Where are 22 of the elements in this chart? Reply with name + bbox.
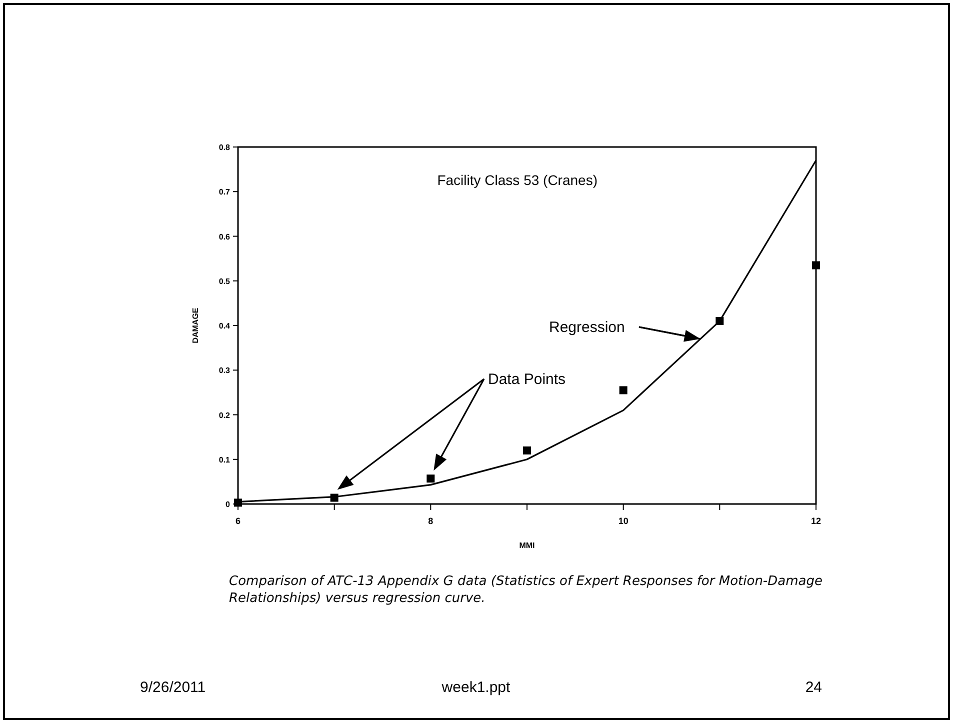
y-tick-label: 0.2 bbox=[218, 410, 231, 420]
text: week1.ppt bbox=[440, 679, 512, 696]
x-tick-label: 8 bbox=[428, 516, 434, 526]
y-tick-label: 0 bbox=[226, 500, 231, 509]
y-tick-label: 0.4 bbox=[218, 322, 231, 330]
y-tick-label: 0.8 bbox=[218, 143, 231, 152]
text: Comparison of ATC-13 Appendix G data (Statistics of Expert Responses for Motion-Damage Relationships) versus regression curve. bbox=[229, 574, 822, 606]
y-tick-label: 0.6 bbox=[218, 232, 231, 242]
x-tick-label: 12 bbox=[810, 516, 822, 526]
text: 9/26/2011 bbox=[140, 679, 206, 696]
y-tick-label: 0.7 bbox=[218, 188, 231, 197]
x-tick-label: 6 bbox=[235, 516, 241, 526]
y-tick-label: 0.5 bbox=[218, 276, 231, 286]
annotation: Regression bbox=[549, 319, 625, 336]
annotation: Data Points bbox=[488, 371, 566, 388]
x-axis-title: MMI bbox=[519, 541, 535, 550]
y-axis-title: DAMAGE bbox=[191, 307, 200, 344]
text: 24 bbox=[805, 679, 822, 696]
text: Facility Class 53 (Cranes) bbox=[437, 172, 598, 188]
y-tick-label: 0.3 bbox=[218, 366, 231, 376]
x-tick-label: 10 bbox=[618, 516, 628, 526]
y-tick-label: 0.1 bbox=[218, 455, 231, 464]
